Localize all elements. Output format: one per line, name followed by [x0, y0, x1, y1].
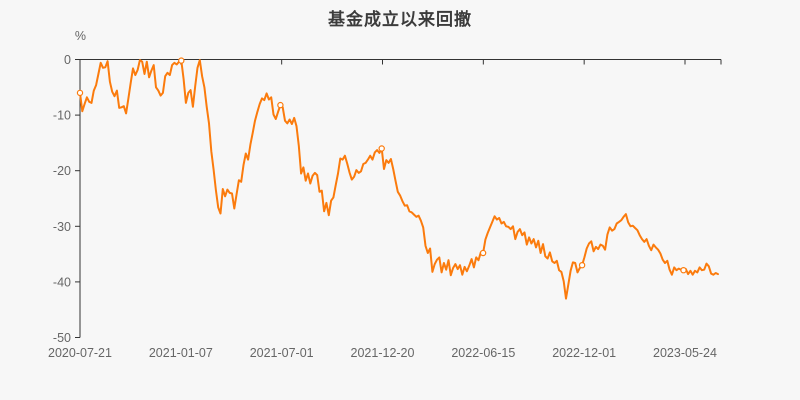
- y-tick-label: -10: [53, 109, 71, 123]
- data-point-marker: [578, 262, 586, 269]
- x-tick-label: 2022-06-15: [451, 346, 515, 360]
- data-point-marker: [76, 89, 84, 97]
- chart-title: 基金成立以来回撤: [328, 10, 472, 29]
- x-tick-label: 2020-07-21: [48, 346, 112, 360]
- x-tick-label: 2021-12-20: [351, 346, 415, 360]
- data-point-marker: [479, 249, 487, 257]
- y-tick-label: -50: [53, 331, 71, 345]
- data-point-marker: [178, 57, 185, 64]
- y-tick-label: -30: [53, 220, 71, 234]
- y-axis-unit-label: %: [74, 29, 86, 43]
- x-tick-label: 2021-01-07: [149, 346, 213, 360]
- y-tick-label: -40: [53, 275, 71, 289]
- data-point-marker: [277, 101, 284, 109]
- data-point-marker: [378, 145, 385, 152]
- x-tick-label: 2023-05-24: [653, 346, 717, 360]
- y-tick-label: 0: [64, 53, 71, 67]
- drawdown-line: [79, 59, 719, 300]
- x-tick-label: 2021-07-01: [250, 346, 314, 360]
- x-tick-label: 2022-12-01: [552, 346, 616, 360]
- data-point-marker: [680, 267, 687, 274]
- y-tick-label: -20: [53, 164, 71, 178]
